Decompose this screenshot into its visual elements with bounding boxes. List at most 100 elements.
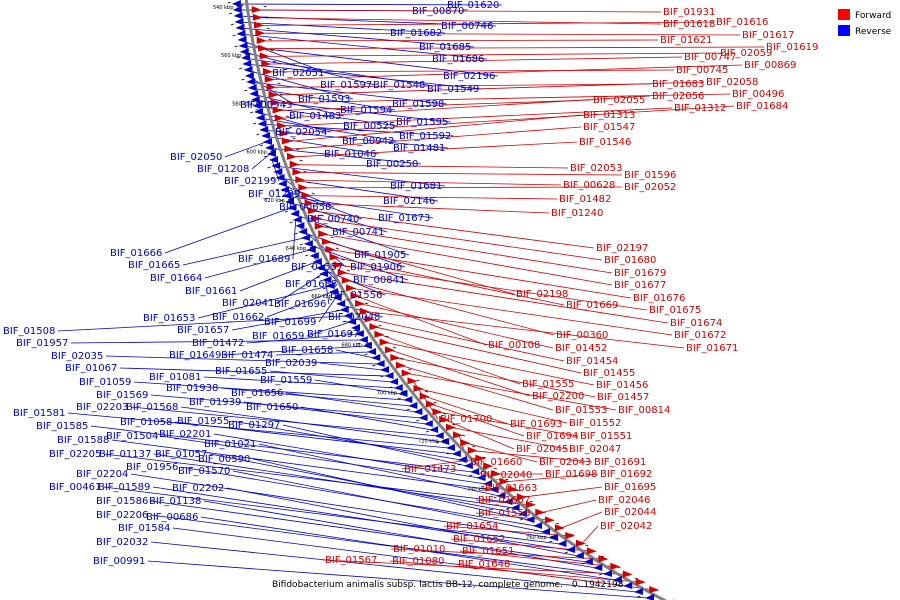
gene-label[interactable]: BIF_01312 bbox=[674, 103, 726, 114]
gene-label[interactable]: BIF_02056 bbox=[652, 91, 704, 102]
gene-label[interactable]: BIF_01938 bbox=[166, 383, 218, 394]
gene-label[interactable]: BIF_02196 bbox=[443, 71, 495, 82]
gene-label[interactable]: BIF_02197 bbox=[596, 243, 648, 254]
gene-label[interactable]: BIF_02204 bbox=[76, 469, 128, 480]
gene-label[interactable]: BIF_01455 bbox=[583, 368, 635, 379]
gene-label[interactable]: BIF_01694 bbox=[526, 431, 578, 442]
gene-label[interactable]: BIF_01553 bbox=[555, 405, 607, 416]
gene-label[interactable]: BIF_00869 bbox=[744, 60, 796, 71]
gene-label[interactable]: BIF_01058 bbox=[120, 417, 172, 428]
gene-label[interactable]: BIF_01681 bbox=[390, 181, 442, 192]
gene-label[interactable]: BIF_01651 bbox=[462, 546, 514, 557]
gene-label[interactable]: BIF_02054 bbox=[275, 127, 327, 138]
gene-label[interactable]: BIF_02059 bbox=[720, 48, 772, 59]
gene-label[interactable]: BIF_01570 bbox=[178, 466, 230, 477]
gene-label[interactable]: BIF_01313 bbox=[583, 110, 635, 121]
gene-label[interactable]: BIF_02199 bbox=[224, 176, 276, 187]
gene-label[interactable]: BIF_01663 bbox=[485, 483, 537, 494]
gene-label[interactable]: BIF_01552 bbox=[569, 418, 621, 429]
gene-label[interactable]: BIF_02198 bbox=[516, 289, 568, 300]
gene-label[interactable]: BIF_01568 bbox=[126, 402, 178, 413]
gene-label[interactable]: BIF_02042 bbox=[600, 521, 652, 532]
gene-label[interactable]: BIF_01481 bbox=[393, 143, 445, 154]
gene-label[interactable]: BIF_01680 bbox=[604, 255, 656, 266]
gene-label[interactable]: BIF_01209 bbox=[248, 189, 300, 200]
gene-label[interactable]: BIF_01067 bbox=[65, 363, 117, 374]
gene-label[interactable]: BIF_01692 bbox=[600, 469, 652, 480]
gene-label[interactable]: BIF_01595 bbox=[396, 117, 448, 128]
gene-label[interactable]: BIF_01547 bbox=[583, 122, 635, 133]
gene-label[interactable]: BIF_01931 bbox=[663, 7, 715, 18]
gene-label[interactable]: BIF_02205 bbox=[49, 449, 101, 460]
gene-label[interactable]: BIF_01650 bbox=[246, 402, 298, 413]
gene-label[interactable]: BIF_00686 bbox=[146, 512, 198, 523]
gene-label[interactable]: BIF_00461 bbox=[49, 482, 101, 493]
gene-label[interactable]: BIF_02051 bbox=[272, 68, 324, 79]
gene-label[interactable]: BIF_01677 bbox=[614, 280, 666, 291]
gene-label[interactable]: BIF_01456 bbox=[596, 380, 648, 391]
gene-label[interactable]: BIF_01700 bbox=[440, 414, 492, 425]
gene-label[interactable]: BIF_01556 bbox=[330, 290, 382, 301]
gene-label[interactable]: BIF_02041 bbox=[222, 298, 274, 309]
gene-label[interactable]: BIF_00590 bbox=[198, 454, 250, 465]
gene-label[interactable]: BIF_02053 bbox=[570, 163, 622, 174]
gene-label[interactable]: BIF_01699 bbox=[264, 317, 316, 328]
gene-label[interactable]: BIF_01617 bbox=[742, 30, 794, 41]
gene-label[interactable]: BIF_01679 bbox=[614, 268, 666, 279]
gene-label[interactable]: BIF_01661 bbox=[185, 286, 237, 297]
gene-label[interactable]: BIF_02032 bbox=[96, 537, 148, 548]
gene-label[interactable]: BIF_01567 bbox=[325, 555, 377, 566]
gene-label[interactable]: BIF_01452 bbox=[555, 343, 607, 354]
gene-label[interactable]: BIF_01685 bbox=[419, 42, 471, 53]
gene-label[interactable]: BIF_01689 bbox=[238, 254, 290, 265]
gene-label[interactable]: BIF_01673 bbox=[378, 213, 430, 224]
gene-label[interactable]: BIF_00991 bbox=[93, 556, 145, 567]
gene-label[interactable]: BIF_01653 bbox=[143, 313, 195, 324]
gene-label[interactable]: BIF_01672 bbox=[674, 330, 726, 341]
gene-label[interactable]: BIF_01010 bbox=[393, 544, 445, 555]
gene-label[interactable]: BIF_01589 bbox=[98, 482, 150, 493]
gene-label[interactable]: BIF_00628 bbox=[563, 180, 615, 191]
gene-label[interactable]: BIF_01585 bbox=[36, 421, 88, 432]
gene-label[interactable]: BIF_01021 bbox=[204, 439, 256, 450]
gene-label[interactable]: BIF_01620 bbox=[447, 0, 499, 11]
gene-label[interactable]: BIF_02044 bbox=[604, 507, 656, 518]
gene-label[interactable]: BIF_00814 bbox=[618, 405, 670, 416]
gene-label[interactable]: BIF_01683 bbox=[652, 79, 704, 90]
gene-label[interactable]: BIF_02047 bbox=[569, 444, 621, 455]
gene-label[interactable]: BIF_01693 bbox=[510, 419, 562, 430]
gene-label[interactable]: BIF_00496 bbox=[732, 89, 784, 100]
gene-label[interactable]: BIF_02206 bbox=[96, 510, 148, 521]
gene-label[interactable]: BIF_01548 bbox=[373, 80, 425, 91]
gene-label[interactable]: BIF_01654 bbox=[446, 521, 498, 532]
gene-label[interactable]: BIF_01569 bbox=[96, 390, 148, 401]
gene-label[interactable]: BIF_02201 bbox=[159, 429, 211, 440]
gene-label[interactable]: BIF_00943 bbox=[240, 100, 292, 111]
gene-label[interactable]: BIF_02203 bbox=[76, 402, 128, 413]
gene-label[interactable]: BIF_01546 bbox=[579, 137, 631, 148]
gene-label[interactable]: BIF_01695 bbox=[604, 482, 656, 493]
gene-label[interactable]: BIF_01581 bbox=[13, 408, 65, 419]
gene-label[interactable]: BIF_01682 bbox=[390, 28, 442, 39]
gene-label[interactable]: BIF_01059 bbox=[79, 377, 131, 388]
gene-label[interactable]: BIF_01656 bbox=[231, 388, 283, 399]
gene-label[interactable]: BIF_01658 bbox=[281, 345, 333, 356]
gene-label[interactable]: BIF_01674 bbox=[670, 318, 722, 329]
gene-label[interactable]: BIF_02202 bbox=[172, 483, 224, 494]
gene-label[interactable]: BIF_01559 bbox=[260, 375, 312, 386]
gene-label[interactable]: BIF_02146 bbox=[383, 196, 435, 207]
gene-label[interactable]: BIF_02040 bbox=[480, 470, 532, 481]
gene-label[interactable]: BIF_01138 bbox=[149, 496, 201, 507]
gene-label[interactable]: BIF_01667 bbox=[478, 495, 530, 506]
gene-label[interactable]: BIF_01551 bbox=[580, 431, 632, 442]
gene-label[interactable]: BIF_01080 bbox=[392, 556, 444, 567]
gene-label[interactable]: BIF_01618 bbox=[663, 19, 715, 30]
gene-label[interactable]: BIF_00746 bbox=[441, 21, 493, 32]
gene-label[interactable]: BIF_01684 bbox=[736, 101, 788, 112]
gene-label[interactable]: BIF_01596 bbox=[624, 170, 676, 181]
gene-label[interactable]: BIF_01657 bbox=[177, 325, 229, 336]
gene-label[interactable]: BIF_01508 bbox=[3, 326, 55, 337]
gene-label[interactable]: BIF_01474 bbox=[221, 350, 273, 361]
gene-label[interactable]: BIF_01956 bbox=[126, 462, 178, 473]
gene-label[interactable]: BIF_02200 bbox=[532, 391, 584, 402]
